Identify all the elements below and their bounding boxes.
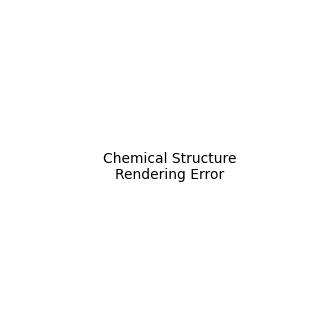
Text: Chemical Structure
Rendering Error: Chemical Structure Rendering Error (103, 152, 236, 182)
